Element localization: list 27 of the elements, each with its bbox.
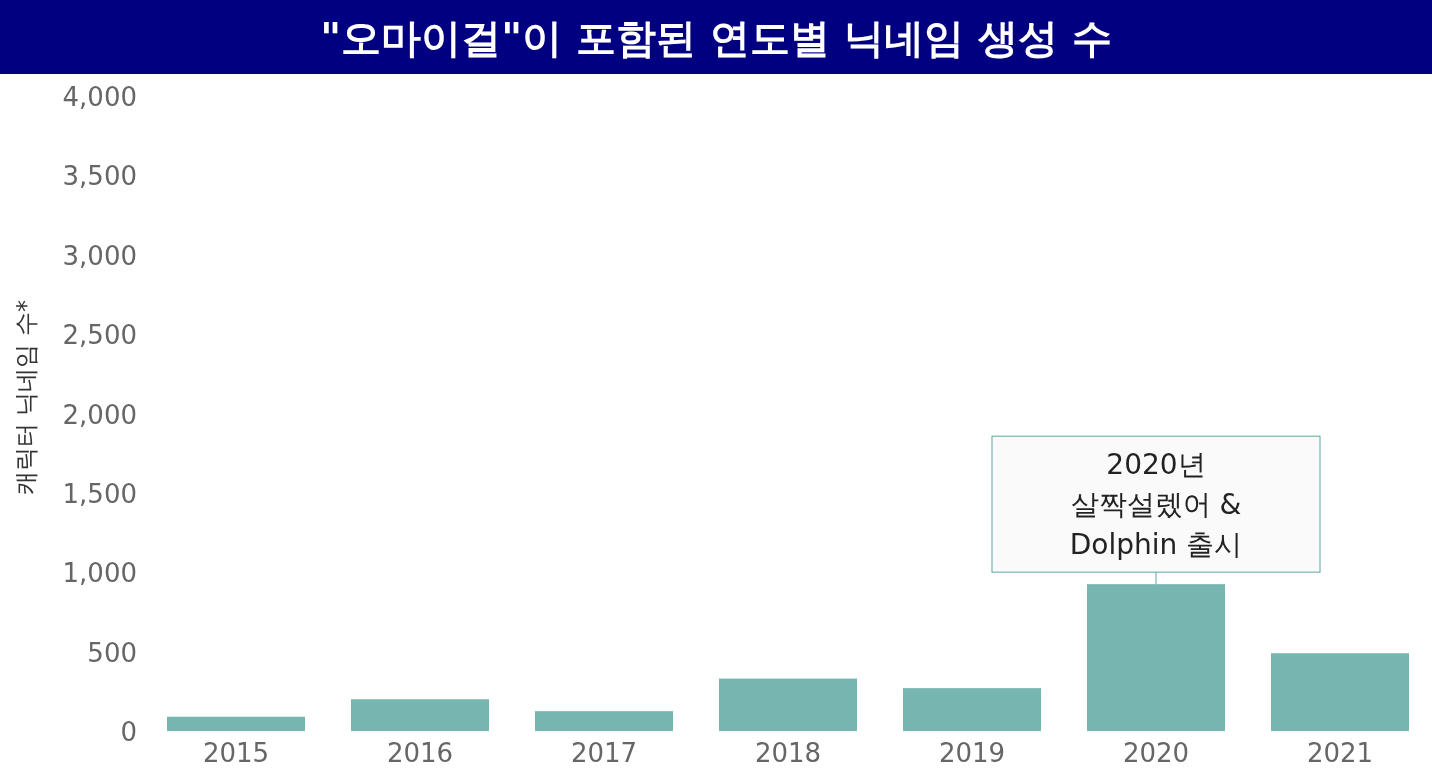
x-tick-label: 2015 (202, 738, 270, 768)
y-tick-label: 4,000 (62, 82, 137, 112)
bar (535, 711, 673, 731)
annotation-callout: 2020년 살짝설렜어 & Dolphin 출시 (991, 435, 1321, 585)
annotation: 2020년 살짝설렜어 & Dolphin 출시 (1069, 448, 1243, 562)
bar (1087, 584, 1225, 731)
y-tick-label: 0 (120, 717, 137, 747)
y-tick-label: 2,500 (62, 320, 137, 351)
x-tick-label: 2016 (386, 738, 454, 768)
bar (351, 699, 489, 731)
y-axis-title: 캐릭터 닉네임 수* (12, 299, 40, 496)
y-tick-label: 2,000 (62, 399, 137, 430)
y-tick-label: 3,000 (62, 240, 137, 271)
bar (1271, 653, 1409, 731)
x-tick-label: 2020 (1122, 738, 1190, 768)
y-tick-label: 1,000 (62, 558, 137, 589)
bar (719, 678, 857, 731)
y-tick-label: 500 (87, 637, 137, 668)
bar (903, 688, 1041, 731)
x-tick-label: 2018 (754, 738, 822, 768)
chart-title: "오마이걸"이 포함된 연도별 닉네임 생성 수 (320, 15, 1112, 61)
y-tick-label: 3,500 (62, 161, 137, 192)
x-tick-label: 2017 (570, 738, 638, 768)
x-tick-label: 2019 (938, 738, 1006, 768)
bar (167, 716, 305, 731)
x-tick-label: 2021 (1306, 738, 1374, 768)
y-tick-label: 1,500 (62, 478, 137, 509)
